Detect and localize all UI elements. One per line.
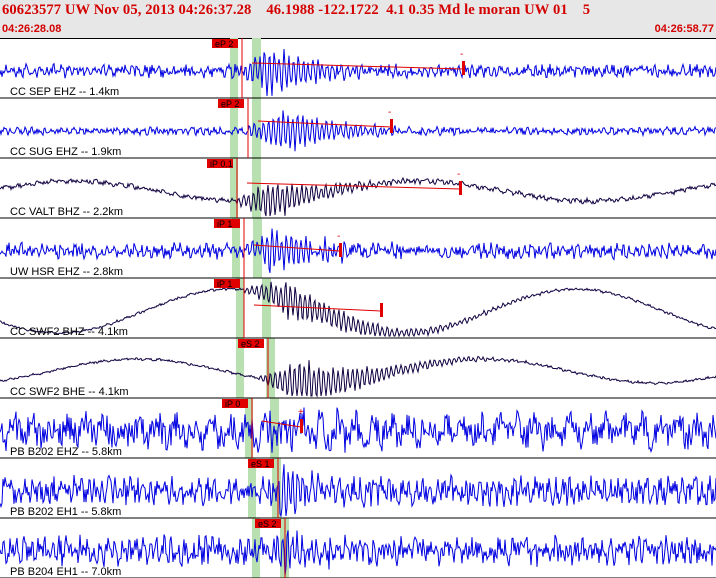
amplitude-marker [462, 61, 465, 75]
amplitude-marker [390, 119, 393, 133]
event-header: 60623577 UW Nov 05, 2013 04:26:37.28 46.… [0, 0, 716, 39]
channel-label: CC SUG EHZ -- 1.9km [10, 146, 121, 158]
waveform-trace [0, 407, 716, 454]
amplitude-marker [300, 419, 303, 433]
channel-row[interactable]: eP 2 - CC SEP EHZ -- 1.4km [0, 38, 716, 99]
channel-label: UW HSR EHZ -- 2.8km [10, 266, 123, 278]
channel-label: PB B202 EH1 -- 5.8km [10, 506, 121, 518]
coda-fit-line [257, 120, 392, 128]
channel-row[interactable]: iP 0.1 - CC VALT BHZ -- 2.2km [0, 158, 716, 219]
coda-fit-line [253, 244, 341, 252]
pick-window-band [252, 158, 261, 218]
pick-label: eP 2 [215, 39, 233, 49]
pick-label-box[interactable] [222, 399, 248, 408]
pick-window-band [262, 278, 271, 338]
channel-row[interactable]: eS 2 CC SWF2 BHE -- 4.1km [0, 338, 716, 399]
channel-row[interactable]: iP 1 CC SWF2 BHZ -- 4.1km [0, 278, 716, 339]
pick-label: iP 0 [225, 399, 240, 409]
waveform-trace [0, 281, 716, 338]
channel-row[interactable]: iP 1 - UW HSR EHZ -- 2.8km [0, 218, 716, 279]
polarity-mark: - [457, 169, 460, 180]
channel-label: CC SWF2 BHZ -- 4.1km [10, 326, 128, 338]
pick-label: eS 2 [241, 339, 260, 349]
coda-fit-line [246, 182, 461, 190]
pick-label: eS 1 [251, 459, 270, 469]
pick-window-band [230, 98, 238, 158]
polarity-mark: - [460, 49, 463, 60]
event-title: 60623577 UW Nov 05, 2013 04:26:37.28 46.… [2, 2, 591, 18]
pick-window-band [248, 458, 256, 518]
pick-window-band [252, 518, 260, 578]
pick-window-band [232, 218, 240, 278]
pick-label-box[interactable] [218, 99, 244, 108]
pick-window-band [253, 218, 262, 278]
channel-label: CC VALT BHZ -- 2.2km [10, 206, 123, 218]
pick-window-band [230, 38, 238, 98]
waveform-trace [0, 228, 716, 274]
pick-label-box[interactable] [255, 519, 281, 528]
pick-window-band [252, 98, 261, 158]
channel-row[interactable]: iP 0 + PB B202 EHZ -- 5.8km [0, 398, 716, 459]
coda-fit-line [253, 304, 382, 312]
amplitude-marker [459, 181, 462, 195]
channel-label: PB B204 EH1 -- 7.0km [10, 566, 121, 578]
polarity-mark: + [298, 407, 304, 418]
pick-label: eP 2 [221, 99, 239, 109]
pick-window-band [236, 338, 244, 398]
channel-label: CC SEP EHZ -- 1.4km [10, 86, 119, 98]
waveform-trace [0, 110, 716, 152]
pick-label-box[interactable] [212, 39, 238, 48]
channel-label: PB B202 EHZ -- 5.8km [10, 446, 122, 458]
waveform-trace [0, 48, 716, 97]
pick-label: iP 0.1 [210, 159, 233, 169]
pick-label: iP 1 [217, 279, 232, 289]
window-start-time: 04:26:28.08 [2, 23, 62, 35]
pick-label-box[interactable] [214, 279, 240, 288]
polarity-mark: - [337, 231, 340, 242]
amplitude-marker [339, 243, 342, 257]
waveform-trace [0, 464, 716, 518]
pick-window-band [236, 278, 244, 338]
pick-label-box[interactable] [238, 339, 264, 348]
channel-label: CC SWF2 BHE -- 4.1km [10, 386, 129, 398]
waveform-trace [0, 530, 716, 577]
pick-label: eS 2 [258, 519, 277, 529]
polarity-mark: - [388, 107, 391, 118]
pick-label: iP 1 [217, 219, 232, 229]
window-end-time: 04:26:58.77 [654, 23, 714, 35]
amplitude-marker [380, 303, 383, 317]
pick-label-box[interactable] [207, 159, 233, 168]
pick-window-band [245, 398, 253, 458]
pick-label-box[interactable] [214, 219, 240, 228]
coda-fit-line [251, 62, 464, 70]
pick-window-band [230, 158, 238, 218]
channel-row[interactable]: eP 2 - CC SUG EHZ -- 1.9km [0, 98, 716, 159]
coda-fit-line [261, 420, 302, 428]
pick-label-box[interactable] [248, 459, 274, 468]
pick-window-band [266, 338, 275, 398]
channel-row[interactable]: eS 2 PB B204 EH1 -- 7.0km [0, 518, 716, 578]
channel-row[interactable]: eS 1 PB B202 EH1 -- 5.8km [0, 458, 716, 519]
waveform-trace [0, 355, 716, 398]
